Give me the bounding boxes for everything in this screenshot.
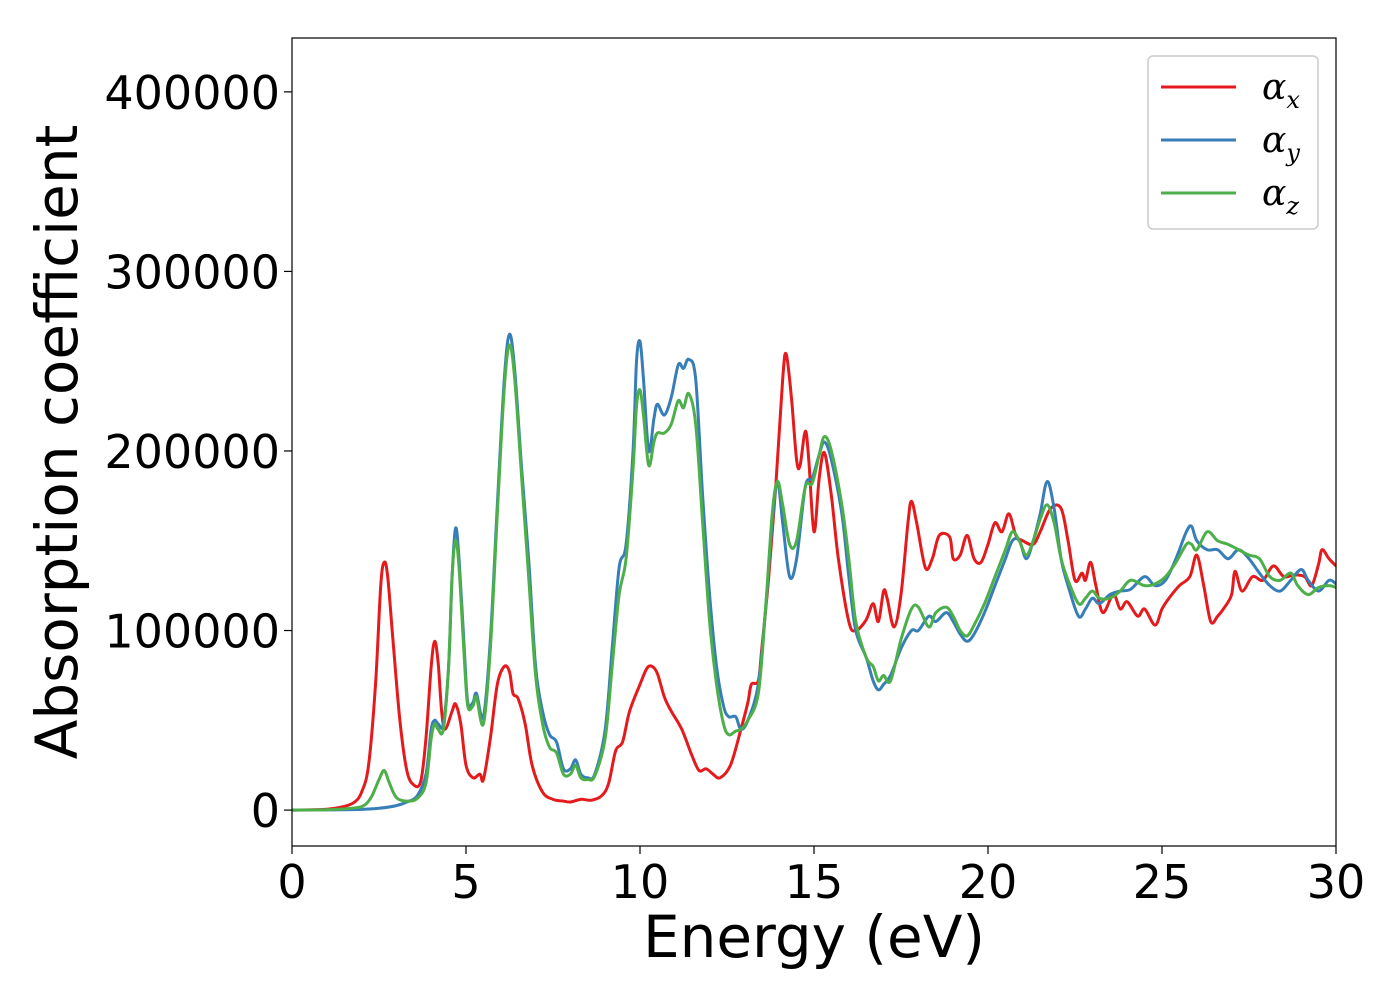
- x-tick-label: 10: [611, 855, 670, 909]
- legend-label-z: αz: [1262, 173, 1299, 220]
- series-line-y: [292, 332, 1336, 812]
- legend-label-y: αy: [1262, 120, 1300, 167]
- x-tick-label: 25: [1133, 855, 1192, 909]
- series-layer: [292, 332, 1336, 812]
- y-tick-label: 100000: [104, 605, 280, 659]
- x-tick-label: 15: [785, 855, 844, 909]
- x-tick-label: 20: [959, 855, 1018, 909]
- y-tick-label: 400000: [104, 66, 280, 120]
- x-tick-label: 30: [1307, 855, 1366, 909]
- x-axis-title: Energy (eV): [643, 903, 985, 971]
- series-line-z: [292, 343, 1336, 812]
- legend: αx αy αz: [1147, 55, 1319, 230]
- x-axis: 0 5 10 15 20 25 30: [277, 846, 1365, 909]
- y-axis-title: Absorption coefficient: [23, 125, 91, 760]
- y-tick-label: 300000: [104, 245, 280, 299]
- legend-label-x: αx: [1262, 67, 1300, 114]
- y-axis: 0 100000 200000 300000 400000: [104, 66, 292, 838]
- y-tick-label: 200000: [104, 425, 280, 479]
- series-line-x: [292, 351, 1336, 812]
- y-tick-label: 0: [251, 784, 280, 838]
- x-tick-label: 0: [277, 855, 306, 909]
- legend-frame: [1147, 55, 1319, 230]
- x-tick-label: 5: [451, 855, 480, 909]
